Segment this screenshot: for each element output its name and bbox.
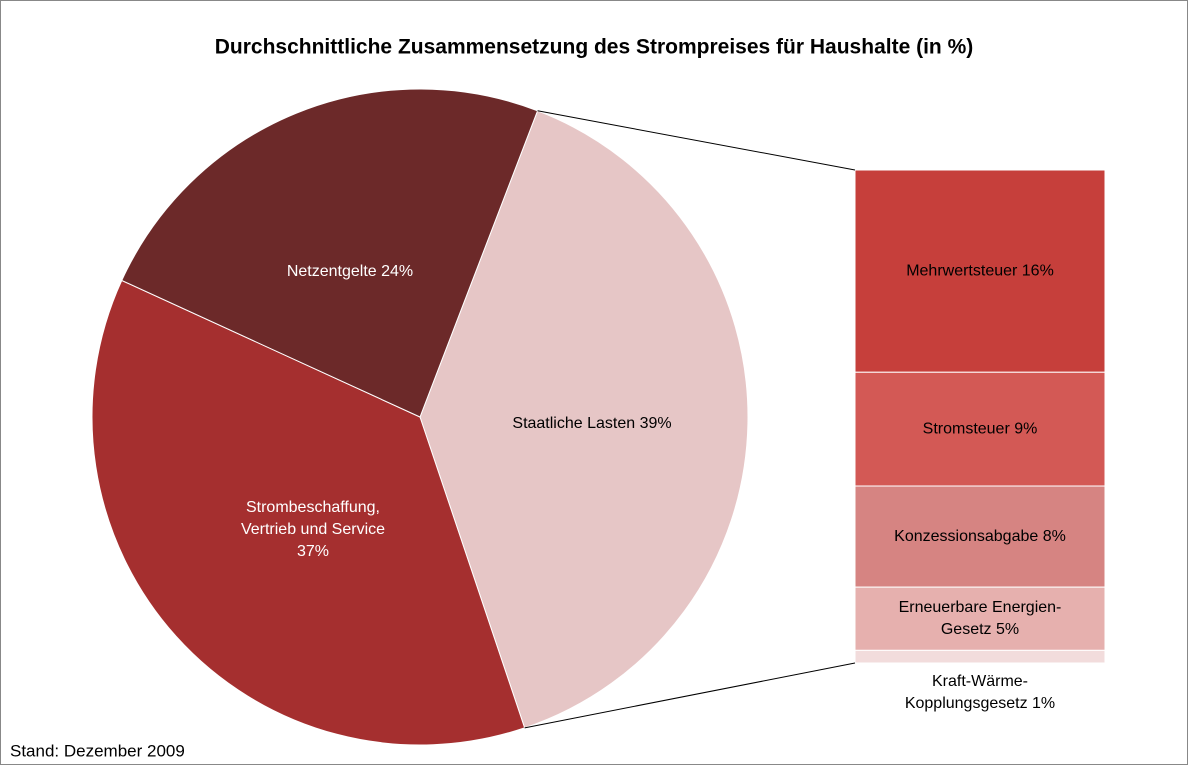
pie-slice bbox=[91, 279, 526, 746]
segment-label: Kraft-Wärme- bbox=[932, 673, 1028, 690]
segment-label: Stromsteuer 9% bbox=[923, 420, 1038, 437]
slice-label: 37% bbox=[297, 543, 329, 560]
slice-label: Staatliche Lasten 39% bbox=[512, 415, 671, 432]
slice-label: Netzentgelte 24% bbox=[287, 263, 413, 280]
segment-label: Erneuerbare Energien- bbox=[899, 599, 1062, 616]
segment-label: Konzessionsabgabe 8% bbox=[894, 528, 1066, 545]
bar-segment bbox=[854, 371, 1106, 487]
segment-label: Gesetz 5% bbox=[941, 621, 1019, 638]
bar-segment bbox=[854, 649, 1106, 664]
connector bbox=[524, 662, 856, 729]
footnote: Stand: Dezember 2009 bbox=[10, 741, 185, 760]
segment-label: Mehrwertsteuer 16% bbox=[906, 262, 1054, 279]
connector bbox=[537, 110, 856, 171]
segment-label: Kopplungsgesetz 1% bbox=[905, 695, 1055, 712]
pie-slice bbox=[121, 88, 539, 418]
chart-title: Durchschnittliche Zusammensetzung des St… bbox=[215, 36, 974, 59]
slice-label: Strombeschaffung, bbox=[246, 499, 380, 516]
bar-segment bbox=[854, 169, 1106, 373]
slice-label: Vertrieb und Service bbox=[241, 521, 385, 538]
pie-slice bbox=[419, 110, 749, 729]
bar-segment bbox=[854, 586, 1106, 651]
